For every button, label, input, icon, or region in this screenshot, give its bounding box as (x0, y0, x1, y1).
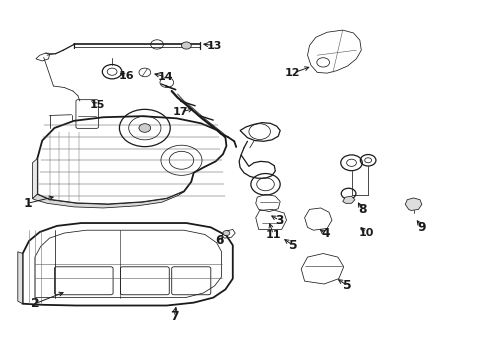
Text: 15: 15 (90, 100, 105, 111)
Polygon shape (343, 196, 355, 203)
Polygon shape (405, 198, 422, 211)
Text: 11: 11 (266, 230, 281, 239)
Text: 10: 10 (359, 228, 374, 238)
Text: 5: 5 (343, 279, 352, 292)
Text: 17: 17 (173, 107, 188, 117)
Text: 9: 9 (417, 221, 426, 234)
Polygon shape (32, 192, 184, 208)
Circle shape (181, 42, 191, 49)
Text: 6: 6 (215, 234, 224, 247)
Text: 7: 7 (170, 310, 178, 324)
Text: 12: 12 (285, 68, 301, 78)
Polygon shape (32, 158, 37, 199)
Circle shape (223, 230, 230, 235)
Text: 3: 3 (275, 214, 283, 227)
Circle shape (139, 124, 151, 132)
Text: 14: 14 (158, 72, 173, 82)
Text: 16: 16 (119, 71, 135, 81)
Text: 8: 8 (358, 203, 367, 216)
Text: 4: 4 (321, 227, 330, 240)
Text: 2: 2 (30, 297, 39, 310)
Text: 13: 13 (207, 41, 222, 50)
Text: 5: 5 (289, 239, 297, 252)
Polygon shape (18, 252, 23, 304)
Text: 1: 1 (23, 197, 32, 210)
